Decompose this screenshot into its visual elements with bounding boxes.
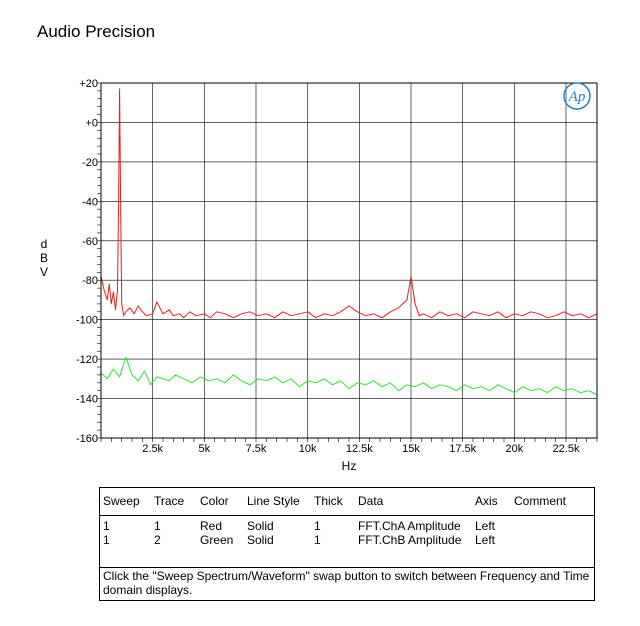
y-tick-label: -80 [82,275,98,287]
spectrum-plot: 2.5k 5k 7.5k 10k 12.5k 15k 17.5k 20k 22.5k +20 +0 -… [40,78,598,473]
series-layer [100,88,598,396]
y-tick-label: +20 [79,78,98,90]
row1-color: Red [200,519,223,533]
series-line-2 [100,356,598,396]
y-tick-label: -120 [76,354,98,366]
row2-axis: Left [475,533,496,547]
plot-frame [100,82,598,439]
header-trace: Trace [154,494,185,508]
header-sweep: Sweep [103,494,140,508]
swap-hint-note: Click the "Sweep Spectrum/Waveform" swap… [103,569,590,597]
y-tick-label: -20 [82,157,98,169]
row1-axis: Left [475,519,496,533]
header-line-style: Line Style [247,494,300,508]
y-tick-label: -100 [76,315,98,327]
ap-logo-icon: Ap [563,82,591,110]
logo-text: Ap [568,89,586,105]
y-tick-label: +0 [85,117,98,129]
y-tick-label: -160 [76,433,98,445]
row2-color: Green [200,533,234,547]
x-tick-label: 17.5k [449,443,476,455]
row1-data: FFT.ChA Amplitude [358,519,461,533]
header-data: Data [358,494,384,508]
row1-line-style: Solid [247,519,274,533]
row2-trace: 2 [154,533,161,547]
header-axis: Axis [475,494,498,508]
header-comment: Comment [514,494,567,508]
row1-sweep: 1 [103,519,110,533]
y-tick-label: -60 [82,236,98,248]
x-tick-label: 10k [299,443,317,455]
row2-line-style: Solid [247,533,274,547]
header-thick: Thick [314,494,343,508]
x-tick-label: 5k [199,443,211,455]
x-tick-label: 15k [402,443,420,455]
chart-title: Audio Precision [37,22,156,41]
series-line-1 [100,88,598,319]
y-tick-label: -40 [82,196,98,208]
x-tick-label: 12.5k [346,443,373,455]
row1-thick: 1 [314,519,321,533]
row2-data: FFT.ChB Amplitude [358,533,462,547]
x-tick-label: 22.5k [553,443,580,455]
legend-header-row: Sweep Trace Color Line Style Thick Data … [100,488,594,516]
legend-rows: 1 1 Red Solid 1 FFT.ChA Amplitude Left 1… [100,515,594,568]
x-axis-label: Hz [342,459,357,473]
x-tick-label: 7.5k [246,443,267,455]
y-tick-label: -140 [76,394,98,406]
x-tick-label: 2.5k [142,443,163,455]
trace-legend-table: Sweep Trace Color Line Style Thick Data … [99,487,595,601]
row1-trace: 1 [154,519,161,533]
axis-ticks: 2.5k 5k 7.5k 10k 12.5k 15k 17.5k 20k 22.5k +20 +0 -… [40,78,598,473]
row2-sweep: 1 [103,533,110,547]
x-tick-label: 20k [505,443,523,455]
header-color: Color [200,494,229,508]
grid [101,82,597,439]
row2-thick: 1 [314,533,321,547]
